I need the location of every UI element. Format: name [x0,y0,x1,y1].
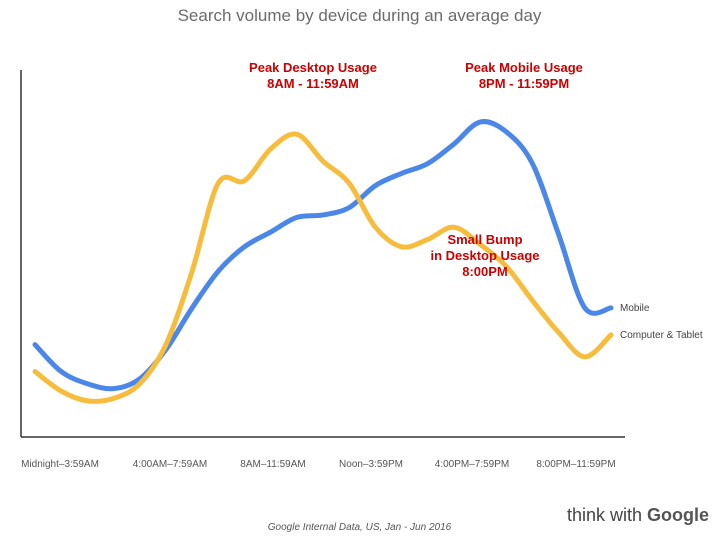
logo-brand: Google [647,505,709,525]
annotation-line: 8PM - 11:59PM [479,76,569,91]
annotation-line: in Desktop Usage [430,248,539,263]
think-with-google-logo: think with Google [567,505,709,526]
annotation-line: 8:00PM [462,264,508,279]
x-tick-labels: Midnight–3:59AM 4:00AM–7:59AM 8AM–11:59AM N… [21,459,616,470]
annotation-line: Peak Mobile Usage [465,60,583,75]
series-labels: Mobile Computer & Tablet [620,303,703,341]
chart-title: Search volume by device during an averag… [177,6,542,25]
series-label: Computer & Tablet [620,330,703,341]
series-line-computer-tablet [32,131,614,404]
series-label: Mobile [620,303,650,314]
series-lines [32,119,614,404]
annotation-line: Small Bump [447,232,522,247]
x-tick-label: 8AM–11:59AM [240,459,305,470]
x-tick-label: 8:00PM–11:59PM [536,459,615,470]
x-tick-label: Noon–3:59PM [339,459,403,470]
x-tick-label: 4:00AM–7:59AM [133,459,208,470]
annotation-line: 8AM - 11:59AM [267,76,359,91]
logo-prefix: think with [566,505,647,525]
series-line-mobile [32,119,614,392]
x-tick-label: Midnight–3:59AM [21,459,99,470]
x-tick-label: 4:00PM–7:59PM [435,459,510,470]
source-note: Google Internal Data, US, Jan - Jun 2016 [267,522,452,533]
annotation-line: Peak Desktop Usage [249,60,377,75]
